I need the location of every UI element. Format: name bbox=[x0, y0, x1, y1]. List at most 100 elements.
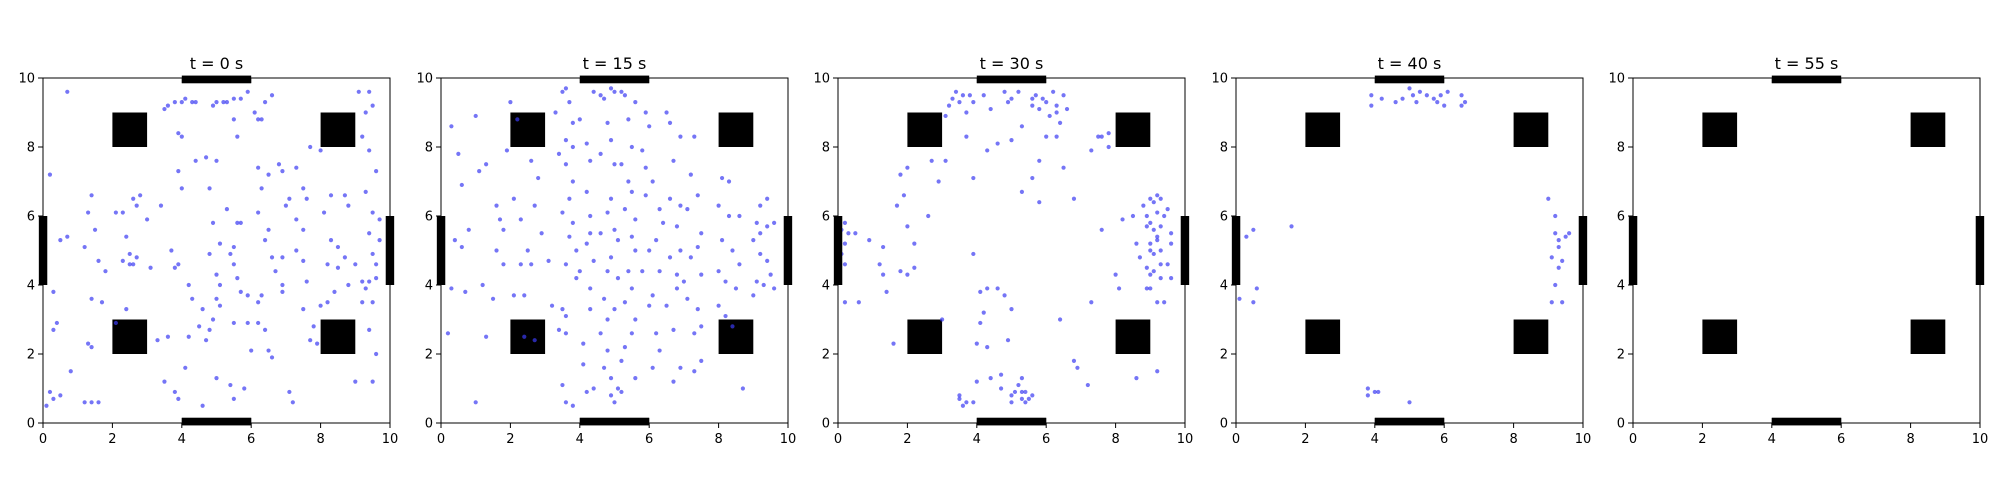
agent-point bbox=[619, 89, 624, 94]
agent-point bbox=[608, 86, 614, 91]
agent-point bbox=[1251, 227, 1256, 232]
agent-point bbox=[1019, 389, 1025, 395]
x-tick-label: 2 bbox=[1698, 432, 1706, 447]
agent-point bbox=[667, 120, 673, 125]
agent-point bbox=[335, 244, 341, 250]
agent-point bbox=[497, 217, 503, 222]
agent-point bbox=[608, 138, 614, 143]
agent-point bbox=[179, 134, 184, 139]
agent-point bbox=[692, 331, 697, 336]
exit-door-edge-1 bbox=[1374, 75, 1445, 84]
agent-point bbox=[1009, 393, 1014, 398]
agent-point bbox=[633, 248, 638, 253]
agent-point bbox=[751, 293, 756, 298]
agent-point bbox=[332, 289, 337, 294]
agent-point bbox=[772, 286, 777, 291]
agent-point bbox=[957, 396, 962, 401]
agent-point bbox=[51, 289, 56, 294]
agent-point bbox=[231, 396, 236, 401]
agent-point bbox=[905, 224, 910, 229]
agent-point bbox=[730, 248, 735, 253]
agent-point bbox=[740, 386, 745, 391]
agent-point bbox=[256, 117, 261, 122]
agent-point bbox=[995, 286, 1000, 291]
agent-point bbox=[1019, 124, 1025, 129]
agent-point bbox=[249, 348, 254, 353]
panel-1: 0 2 4 6 8 10 0 2 4 6 8 10 t = 0 s bbox=[18, 54, 398, 447]
agent-point bbox=[608, 196, 614, 201]
agent-point bbox=[162, 379, 167, 384]
agent-point bbox=[560, 210, 565, 215]
agent-point bbox=[1459, 103, 1464, 108]
agent-point bbox=[1553, 282, 1558, 288]
agent-point bbox=[591, 89, 596, 94]
agent-point bbox=[671, 158, 676, 163]
agent-point bbox=[238, 220, 243, 225]
agent-point bbox=[1560, 258, 1565, 263]
agent-point bbox=[210, 317, 216, 322]
agent-point bbox=[1162, 213, 1167, 219]
agent-point bbox=[203, 155, 209, 160]
agent-point bbox=[1141, 203, 1146, 208]
y-tick-label: 0 bbox=[425, 417, 433, 432]
agent-point bbox=[245, 293, 250, 298]
agent-point bbox=[92, 227, 98, 232]
agent-point bbox=[1237, 296, 1242, 301]
agent-point bbox=[1169, 231, 1174, 236]
y-tick-label: 6 bbox=[822, 210, 830, 225]
agent-point bbox=[1051, 89, 1056, 94]
agent-point bbox=[567, 196, 572, 201]
agent-point bbox=[633, 217, 638, 222]
agent-point bbox=[608, 255, 614, 260]
agent-point bbox=[1023, 400, 1028, 405]
agent-point bbox=[367, 148, 372, 153]
agent-point bbox=[169, 248, 174, 253]
agent-point bbox=[1254, 286, 1259, 291]
agent-point bbox=[657, 269, 662, 274]
agent-point bbox=[245, 89, 250, 94]
plot-area bbox=[1633, 78, 1980, 423]
y-tick-label: 8 bbox=[1617, 141, 1625, 156]
axes-frame bbox=[440, 77, 789, 424]
agent-point bbox=[1009, 96, 1014, 101]
agent-point bbox=[608, 393, 614, 398]
agent-point bbox=[1158, 276, 1163, 281]
x-tick-label: 10 bbox=[780, 432, 797, 447]
agent-point bbox=[266, 227, 271, 232]
agent-point bbox=[58, 238, 63, 243]
agent-point bbox=[1407, 400, 1412, 405]
agent-point bbox=[1030, 103, 1035, 108]
agent-point bbox=[511, 293, 516, 298]
agent-point bbox=[466, 227, 471, 232]
agent-point bbox=[1556, 238, 1561, 243]
agent-point bbox=[699, 324, 704, 329]
agent-point bbox=[570, 120, 575, 125]
agent-point bbox=[138, 193, 143, 198]
agent-point bbox=[978, 289, 983, 294]
agent-point bbox=[210, 220, 216, 225]
agent-point bbox=[197, 324, 202, 329]
agent-point bbox=[353, 379, 358, 384]
agent-point bbox=[214, 158, 219, 163]
agent-point bbox=[563, 331, 569, 336]
agent-point bbox=[82, 244, 87, 250]
agent-point bbox=[1417, 89, 1423, 94]
agent-point bbox=[1165, 207, 1170, 212]
agent-point bbox=[657, 207, 662, 212]
y-tick-label: 2 bbox=[822, 348, 830, 363]
agent-point bbox=[1158, 196, 1163, 201]
agent-point bbox=[484, 162, 489, 167]
agent-point bbox=[842, 241, 848, 246]
agent-point bbox=[726, 213, 732, 219]
agent-point bbox=[1556, 244, 1561, 250]
agent-point bbox=[563, 86, 569, 91]
agent-point bbox=[200, 403, 205, 408]
agent-point bbox=[294, 165, 299, 170]
axes-frame bbox=[42, 77, 391, 424]
agent-point bbox=[1553, 231, 1558, 236]
y-tick-label: 10 bbox=[416, 72, 433, 87]
x-tick-label: 6 bbox=[247, 432, 255, 447]
x-tick-label: 10 bbox=[1972, 432, 1989, 447]
agent-point bbox=[200, 307, 205, 312]
agent-point bbox=[459, 244, 464, 250]
